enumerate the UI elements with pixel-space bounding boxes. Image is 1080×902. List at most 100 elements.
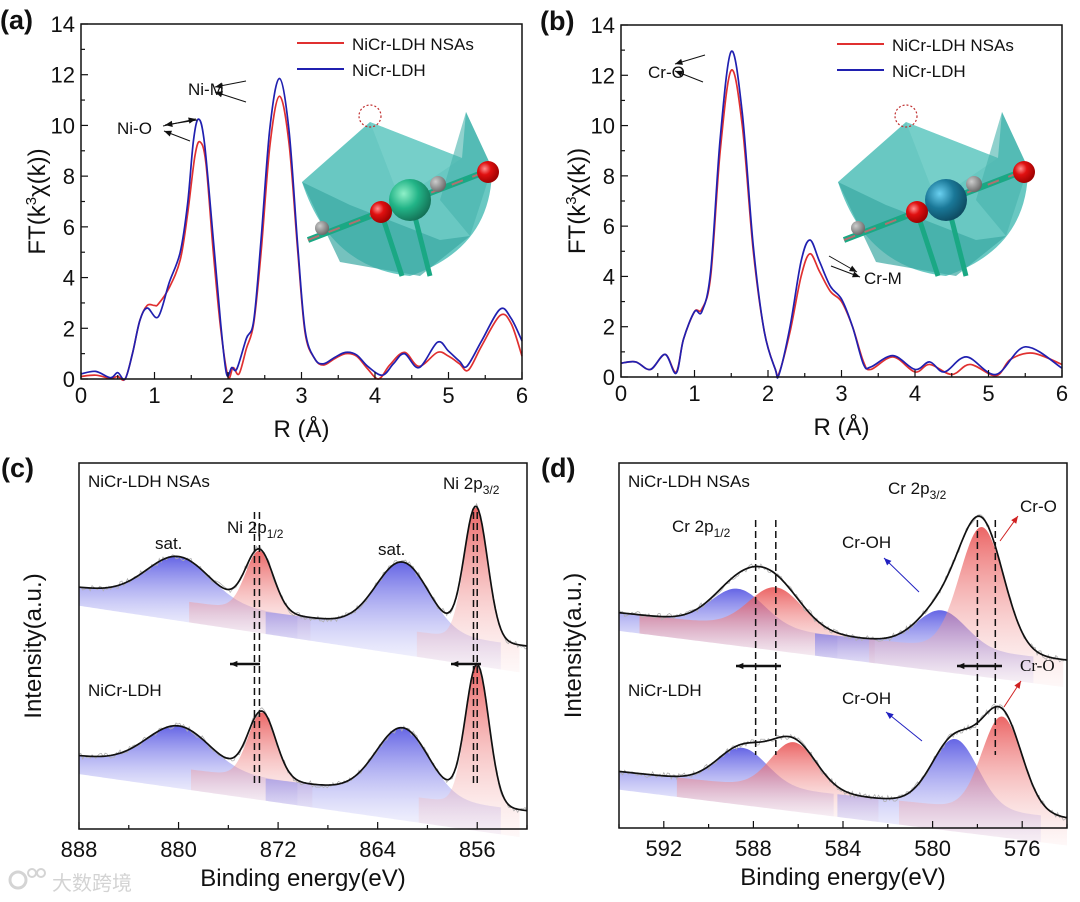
y-tick-label: 10 <box>51 113 75 138</box>
fit-component-red <box>418 665 520 838</box>
label-cr-o: Cr-O <box>1020 656 1055 675</box>
fit-envelope-line <box>618 515 1068 661</box>
bond <box>307 167 496 241</box>
annotation-cr-o: Cr-O <box>648 63 685 82</box>
x-tick-label: 592 <box>645 836 682 861</box>
label-cr-o: Cr-O <box>1020 497 1057 516</box>
y-tick-label: 0 <box>603 365 615 390</box>
atom-h <box>430 176 446 192</box>
annotation-arrow <box>163 130 191 142</box>
shift-arrow <box>230 660 260 668</box>
label-satellite: sat. <box>155 534 182 553</box>
label-cr-2p32-main: Cr 2p <box>888 479 930 498</box>
x-tick-label: 3 <box>295 383 307 408</box>
atom-metal <box>925 179 967 221</box>
atom-oxygen <box>906 201 928 223</box>
shift-arrow <box>451 660 481 668</box>
y-axis-label-sup: 3 <box>563 196 580 204</box>
y-axis-label-part: FT(k <box>564 204 591 254</box>
y-axis-label: FT(k3χ(k)) <box>563 148 591 254</box>
arrow-shaft <box>883 557 920 593</box>
annotation-arrow <box>828 255 858 273</box>
arrow-head <box>215 91 223 98</box>
x-tick-label: 588 <box>735 836 772 861</box>
y-tick-label: 12 <box>591 63 615 88</box>
crystal-structure-inset <box>838 104 1035 277</box>
x-tick-label: 0 <box>615 381 627 406</box>
x-axis-label: Binding energy(eV) <box>740 864 945 891</box>
label-cr-oh: Cr-OH <box>842 533 891 552</box>
bond <box>378 211 405 277</box>
x-tick-label: 2 <box>222 383 234 408</box>
fit-envelope-line <box>618 705 1068 819</box>
x-tick-label: 1 <box>148 383 160 408</box>
atom-h <box>851 221 865 235</box>
arrow-head <box>675 58 683 65</box>
annotation-arrow <box>830 265 861 278</box>
y-axis-label: Intensity(a.u.) <box>560 573 587 718</box>
fit-envelope-line <box>78 663 528 812</box>
watermark-logo-icon <box>27 868 37 878</box>
y-axis-label: Intensity(a.u.) <box>20 573 47 718</box>
label-arrow <box>1003 680 1022 708</box>
x-axis-label: Binding energy(eV) <box>200 865 405 892</box>
sample-label-nsas: NiCr-LDH NSAs <box>88 472 210 491</box>
y-tick-label: 6 <box>603 214 615 239</box>
vacancy-circle <box>358 104 382 128</box>
series-line-ldh <box>620 50 1063 379</box>
x-tick-label: 0 <box>75 383 87 408</box>
y-tick-label: 0 <box>63 367 75 392</box>
label-cr-2p12-sub: 1/2 <box>714 526 731 540</box>
sample-label-ldh: NiCr-LDH <box>88 681 162 700</box>
atom-oxygen <box>477 161 499 183</box>
x-axis-label: R (Å) <box>814 413 870 441</box>
label-cr-oh: Cr-OH <box>842 689 891 708</box>
panel-d: 592 588 584 580 576 Binding energy(eV) Intensi… <box>541 453 1068 891</box>
annotation-arrow <box>164 119 198 127</box>
y-tick-label: 4 <box>63 266 75 291</box>
label-cr-2p12-main: Cr 2p <box>672 517 714 536</box>
label-arrow <box>885 711 923 742</box>
arrow-head <box>884 558 892 566</box>
label-ni-2p12: Ni 2p1/2 <box>227 518 284 541</box>
x-tick-label: 888 <box>61 837 98 862</box>
legend-entry: NiCr-LDH <box>352 61 426 80</box>
annotation-cr-m: Cr-M <box>864 269 902 288</box>
arrow-head <box>451 660 459 668</box>
arrow-head <box>675 70 683 77</box>
y-axis-label-sup: 3 <box>23 197 40 205</box>
sample-label-ldh: NiCr-LDH <box>628 681 702 700</box>
sample-label-nsas: NiCr-LDH NSAs <box>628 472 750 491</box>
x-tick-label: 3 <box>835 381 847 406</box>
panel-label: (a) <box>0 5 33 35</box>
x-tick-label: 864 <box>359 837 396 862</box>
legend-entry: NiCr-LDH NSAs <box>352 35 474 54</box>
arrow-shaft <box>885 711 923 742</box>
x-tick-label: 872 <box>260 837 297 862</box>
arrow-head <box>164 130 172 137</box>
arrow-head <box>886 712 894 720</box>
x-tick-label: 4 <box>909 381 921 406</box>
y-tick-label: 2 <box>603 315 615 340</box>
label-ni-2p32: Ni 2p3/2 <box>443 474 500 497</box>
arrow-head <box>849 265 857 272</box>
spectrum-ldh <box>78 660 528 838</box>
fit-component-red <box>676 742 879 823</box>
watermark-logo-icon <box>36 868 46 878</box>
y-tick-label: 10 <box>591 114 615 139</box>
annotation-arrow <box>674 54 706 65</box>
x-tick-label: 2 <box>762 381 774 406</box>
panel-label: (d) <box>541 453 575 483</box>
label-ni-2p32-sub: 3/2 <box>483 483 500 497</box>
spectrum-nsas <box>78 502 528 673</box>
polyhedron-face <box>976 112 1028 236</box>
annotation-arrow <box>214 91 247 103</box>
label-satellite: sat. <box>378 540 405 559</box>
crystal-structure-inset <box>302 104 499 277</box>
y-tick-label: 14 <box>591 13 615 38</box>
atom-h <box>966 176 982 192</box>
legend-entry: NiCr-LDH <box>892 62 966 81</box>
label-ni-2p12-sub: 1/2 <box>267 527 284 541</box>
